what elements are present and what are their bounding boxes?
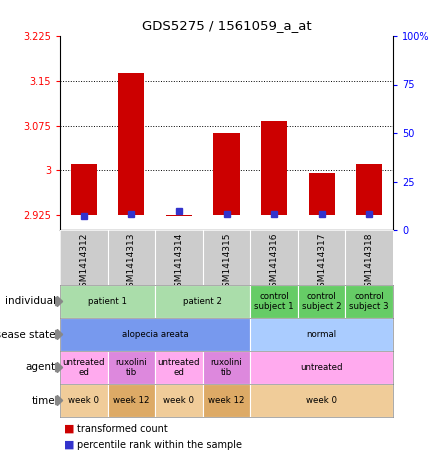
Bar <box>250 285 298 318</box>
Bar <box>155 285 250 318</box>
Text: normal: normal <box>307 330 337 339</box>
Bar <box>250 384 393 417</box>
Text: untreated
ed: untreated ed <box>158 358 200 377</box>
Text: individual: individual <box>5 297 56 307</box>
Text: control
subject 3: control subject 3 <box>350 292 389 311</box>
Text: time: time <box>32 395 56 405</box>
Bar <box>203 351 250 384</box>
Bar <box>118 73 145 215</box>
Bar <box>155 351 203 384</box>
Bar <box>60 285 155 318</box>
Bar <box>356 164 382 215</box>
Text: control
subject 1: control subject 1 <box>254 292 294 311</box>
Text: alopecia areata: alopecia areata <box>122 330 188 339</box>
Bar <box>308 173 335 215</box>
Text: week 0: week 0 <box>306 396 337 405</box>
Text: patient 2: patient 2 <box>183 297 222 306</box>
Bar <box>203 384 250 417</box>
Text: week 12: week 12 <box>208 396 245 405</box>
Text: disease state: disease state <box>0 329 56 339</box>
Text: GSM1414312: GSM1414312 <box>79 233 88 293</box>
Bar <box>71 164 97 215</box>
Text: GSM1414316: GSM1414316 <box>269 233 279 293</box>
Bar <box>60 318 250 351</box>
Bar <box>250 318 393 351</box>
Text: transformed count: transformed count <box>77 424 167 434</box>
Bar <box>108 351 155 384</box>
Text: patient 1: patient 1 <box>88 297 127 306</box>
Bar <box>298 285 346 318</box>
Text: GSM1414317: GSM1414317 <box>317 233 326 293</box>
Text: GSM1414318: GSM1414318 <box>365 233 374 293</box>
Text: GSM1414313: GSM1414313 <box>127 233 136 293</box>
Bar <box>250 351 393 384</box>
Text: GSM1414314: GSM1414314 <box>174 233 184 293</box>
Bar <box>346 285 393 318</box>
Bar <box>213 133 240 215</box>
Text: ■: ■ <box>64 440 75 450</box>
Bar <box>155 384 203 417</box>
Bar <box>60 384 108 417</box>
Text: untreated: untreated <box>300 363 343 372</box>
Bar <box>166 215 192 216</box>
Title: GDS5275 / 1561059_a_at: GDS5275 / 1561059_a_at <box>141 19 311 32</box>
Text: untreated
ed: untreated ed <box>63 358 105 377</box>
Text: ■: ■ <box>64 424 75 434</box>
Text: GSM1414315: GSM1414315 <box>222 233 231 293</box>
Bar <box>261 121 287 215</box>
Text: control
subject 2: control subject 2 <box>302 292 342 311</box>
Text: ruxolini
tib: ruxolini tib <box>211 358 242 377</box>
Text: percentile rank within the sample: percentile rank within the sample <box>77 440 242 450</box>
Text: ruxolini
tib: ruxolini tib <box>116 358 147 377</box>
Bar <box>108 384 155 417</box>
Text: week 0: week 0 <box>163 396 194 405</box>
Bar <box>60 351 108 384</box>
Text: week 0: week 0 <box>68 396 99 405</box>
Text: agent: agent <box>25 362 56 372</box>
Text: week 12: week 12 <box>113 396 150 405</box>
